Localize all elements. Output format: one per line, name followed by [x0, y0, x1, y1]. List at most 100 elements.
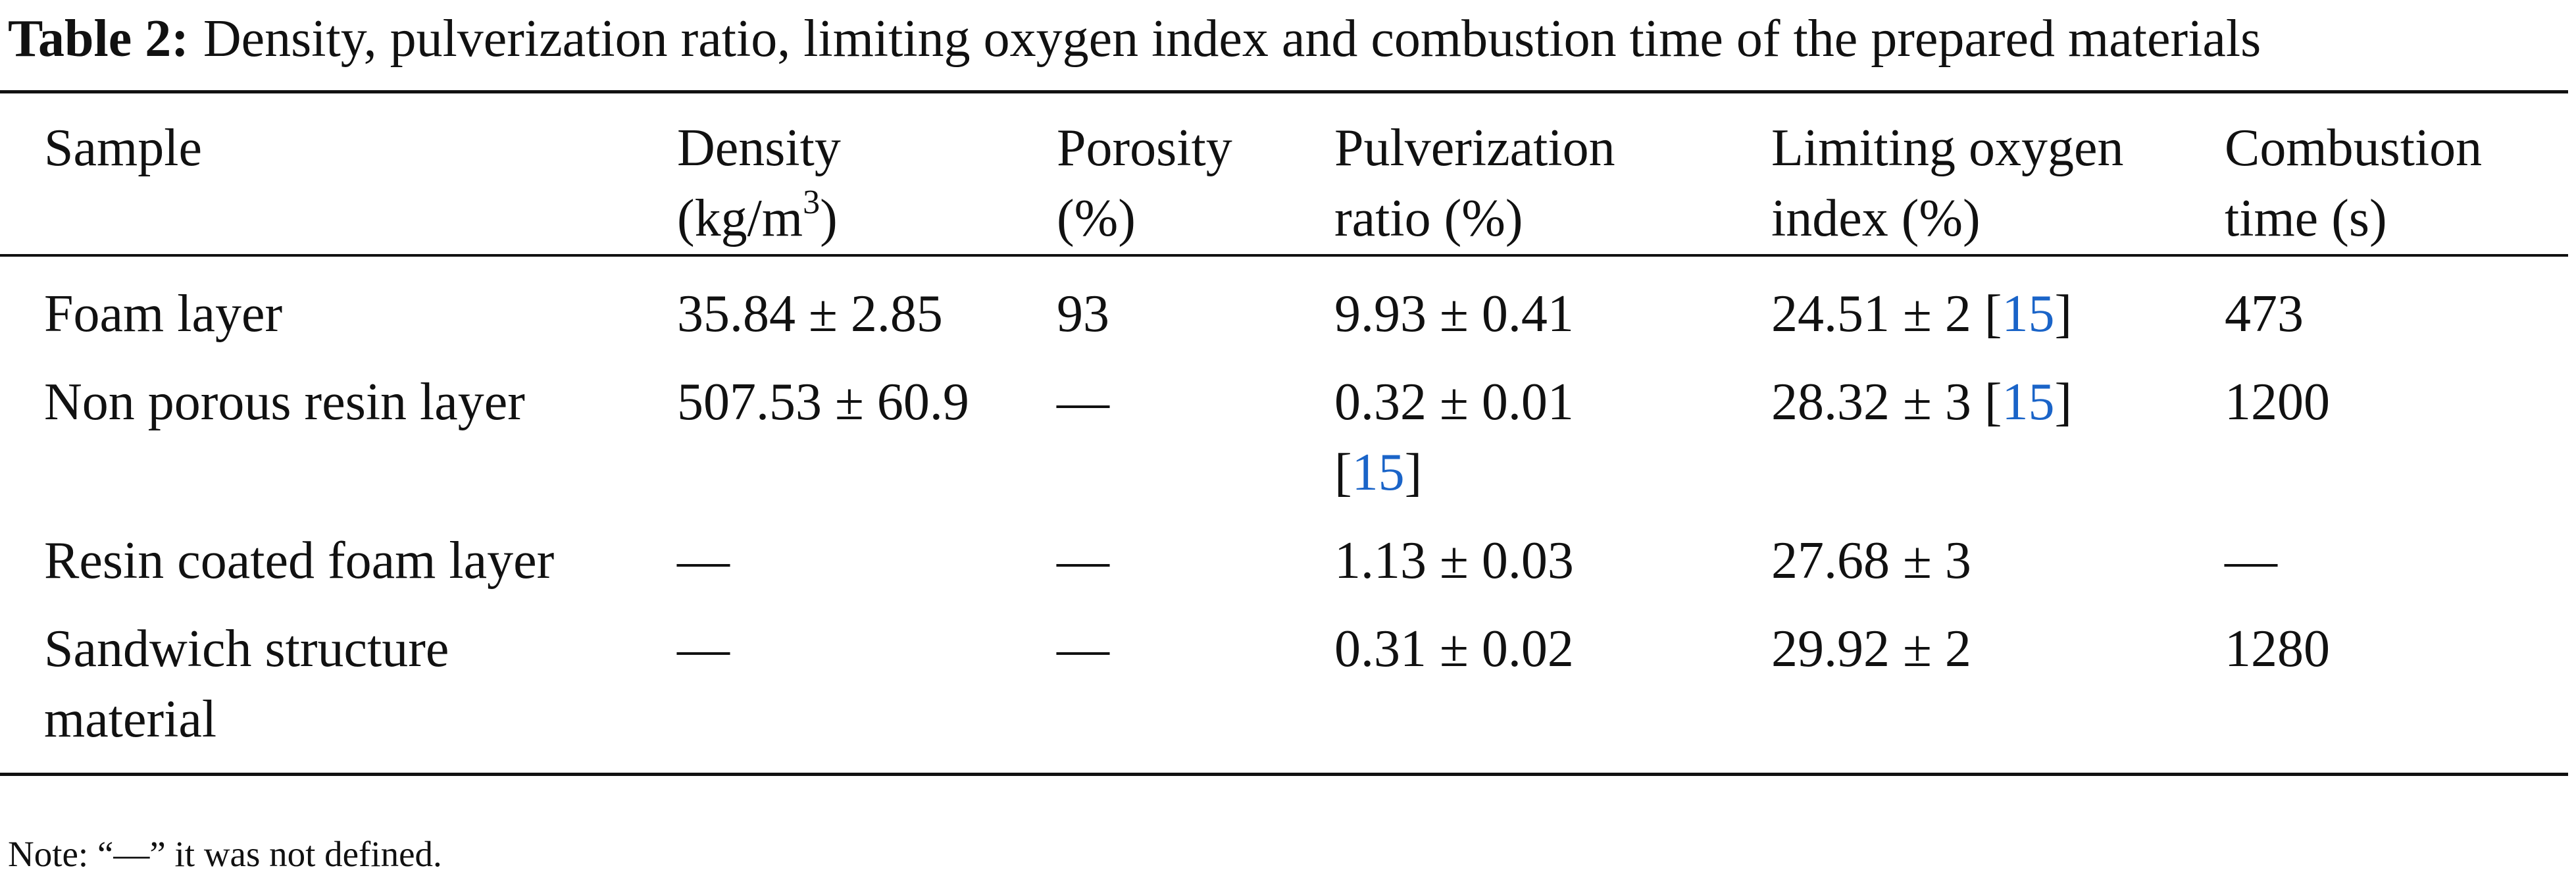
cell-text: Pulverization ratio (%) [1334, 119, 1615, 247]
table-row: Foam layer 35.84 ± 2.85 93 9.93 ± 0.41 24.51… [0, 255, 2568, 367]
table-cell: 1280 [2225, 614, 2568, 775]
cell-text: — [677, 620, 730, 678]
cell-content: — [1057, 614, 1274, 684]
cell-content: Sandwich structure material [44, 614, 570, 755]
cell-content: 27.68 ± 3 [1771, 526, 2127, 596]
cell-text: 29.92 ± 2 [1771, 620, 1971, 678]
cell-content: 1200 [2225, 367, 2527, 438]
header-cell: Limiting oxygen index (%) [1771, 92, 2225, 256]
cell-content: Non porous resin layer [44, 367, 570, 438]
cell-text: Non porous resin layer [44, 373, 525, 431]
table-cell: 35.84 ± 2.85 [677, 255, 1057, 367]
table-cell: 1.13 ± 0.03 [1334, 526, 1771, 614]
cell-text: 35.84 ± 2.85 [677, 285, 943, 343]
cell-content: 35.84 ± 2.85 [677, 279, 983, 349]
table-body: Foam layer 35.84 ± 2.85 93 9.93 ± 0.41 24.51… [0, 255, 2568, 775]
header-cell: Pulverization ratio (%) [1334, 92, 1771, 256]
table-row: Resin coated foam layer — — 1.13 ± 0.03 27.6… [0, 526, 2568, 614]
table-cell: 9.93 ± 0.41 [1334, 255, 1771, 367]
cell-text: Porosity (%) [1057, 119, 1232, 247]
table-cell: 507.53 ± 60.9 [677, 367, 1057, 526]
table-cell: — [677, 526, 1057, 614]
data-table: Sample Density (kg/m3) Porosity (%) Pulveri… [0, 90, 2568, 776]
cell-text: 473 [2225, 285, 2304, 343]
cell-text: 1200 [2225, 373, 2330, 431]
table-cell: 29.92 ± 2 [1771, 614, 2225, 775]
cell-text: Sample [44, 119, 202, 177]
cell-content: Foam layer [44, 279, 570, 349]
header-cell-content: Density (kg/m3) [677, 113, 983, 254]
cell-text: 0.31 ± 0.02 [1334, 620, 1574, 678]
cell-text: — [1057, 373, 1109, 431]
cell-content: 0.31 ± 0.02 [1334, 614, 1650, 684]
cell-text: 0.32 ± 0.01 [ [1334, 373, 1574, 502]
cell-text: — [2225, 532, 2277, 590]
cell-content: 24.51 ± 2 [15] [1771, 279, 2127, 349]
cell-text: Sandwich structure material [44, 620, 449, 748]
citation-link[interactable]: 15 [2002, 285, 2055, 343]
table-cell: 473 [2225, 255, 2568, 367]
cell-text: Combustion time (s) [2225, 119, 2483, 247]
cell-text: 1.13 ± 0.03 [1334, 532, 1574, 590]
cell-text: Resin coated foam layer [44, 532, 555, 590]
citation-link[interactable]: 15 [2002, 373, 2055, 431]
header-cell-content: Sample [44, 113, 570, 184]
header-cell: Combustion time (s) [2225, 92, 2568, 256]
table-cell: Sandwich structure material [0, 614, 677, 775]
table-cell: 24.51 ± 2 [15] [1771, 255, 2225, 367]
cell-content: 29.92 ± 2 [1771, 614, 2127, 684]
cell-content: 1.13 ± 0.03 [1334, 526, 1650, 596]
table-cell: Foam layer [0, 255, 677, 367]
cell-content: 93 [1057, 279, 1274, 349]
caption-label: Table 2: [8, 10, 189, 68]
cell-text: — [1057, 620, 1109, 678]
table-header: Sample Density (kg/m3) Porosity (%) Pulveri… [0, 91, 2568, 256]
header-cell: Sample [0, 92, 677, 256]
caption-text: Density, pulverization ratio, limiting o… [203, 10, 2261, 68]
cell-text: Limiting oxygen index (%) [1771, 119, 2124, 247]
header-cell: Porosity (%) [1057, 92, 1334, 256]
cell-content: 1280 [2225, 614, 2527, 684]
cell-text: 1280 [2225, 620, 2330, 678]
cell-content: Resin coated foam layer [44, 526, 570, 596]
cell-content: 473 [2225, 279, 2527, 349]
table-cell: — [2225, 526, 2568, 614]
cell-content: 507.53 ± 60.9 [677, 367, 983, 438]
table-cell: 0.31 ± 0.02 [1334, 614, 1771, 775]
header-cell-content: Combustion time (s) [2225, 113, 2527, 254]
cell-text: ] [1404, 444, 1423, 502]
table-cell: — [1057, 367, 1334, 526]
cell-text: ] [2054, 285, 2073, 343]
cell-content: — [1057, 526, 1274, 596]
header-cell-content: Limiting oxygen index (%) [1771, 113, 2127, 254]
cell-text: 93 [1057, 285, 1109, 343]
table-row: Non porous resin layer 507.53 ± 60.9 — 0.32… [0, 367, 2568, 526]
header-cell-content: Porosity (%) [1057, 113, 1274, 254]
cell-text: — [1057, 532, 1109, 590]
header-row: Sample Density (kg/m3) Porosity (%) Pulveri… [0, 91, 2568, 256]
table-cell: — [1057, 614, 1334, 775]
table-cell: Resin coated foam layer [0, 526, 677, 614]
cell-text: Density (kg/m [677, 119, 841, 247]
citation-link[interactable]: 15 [1351, 444, 1405, 502]
cell-content: 0.32 ± 0.01 [15] [1334, 367, 1650, 508]
cell-content: — [677, 526, 983, 596]
cell-content: 28.32 ± 3 [15] [1771, 367, 2127, 438]
table-caption: Table 2: Density, pulverization ratio, li… [8, 9, 2261, 68]
cell-text: 28.32 ± 3 [ [1771, 373, 2002, 431]
cell-text: 507.53 ± 60.9 [677, 373, 969, 431]
header-cell: Density (kg/m3) [677, 92, 1057, 256]
cell-text: 9.93 ± 0.41 [1334, 285, 1574, 343]
superscript: 3 [803, 184, 821, 221]
header-cell-content: Pulverization ratio (%) [1334, 113, 1650, 254]
table-cell: — [677, 614, 1057, 775]
cell-text: 27.68 ± 3 [1771, 532, 1971, 590]
table-cell: — [1057, 526, 1334, 614]
cell-content: 9.93 ± 0.41 [1334, 279, 1650, 349]
cell-text: ] [2054, 373, 2073, 431]
table-cell: 1200 [2225, 367, 2568, 526]
table-cell: 0.32 ± 0.01 [15] [1334, 367, 1771, 526]
table-cell: Non porous resin layer [0, 367, 677, 526]
cell-content: — [1057, 367, 1274, 438]
